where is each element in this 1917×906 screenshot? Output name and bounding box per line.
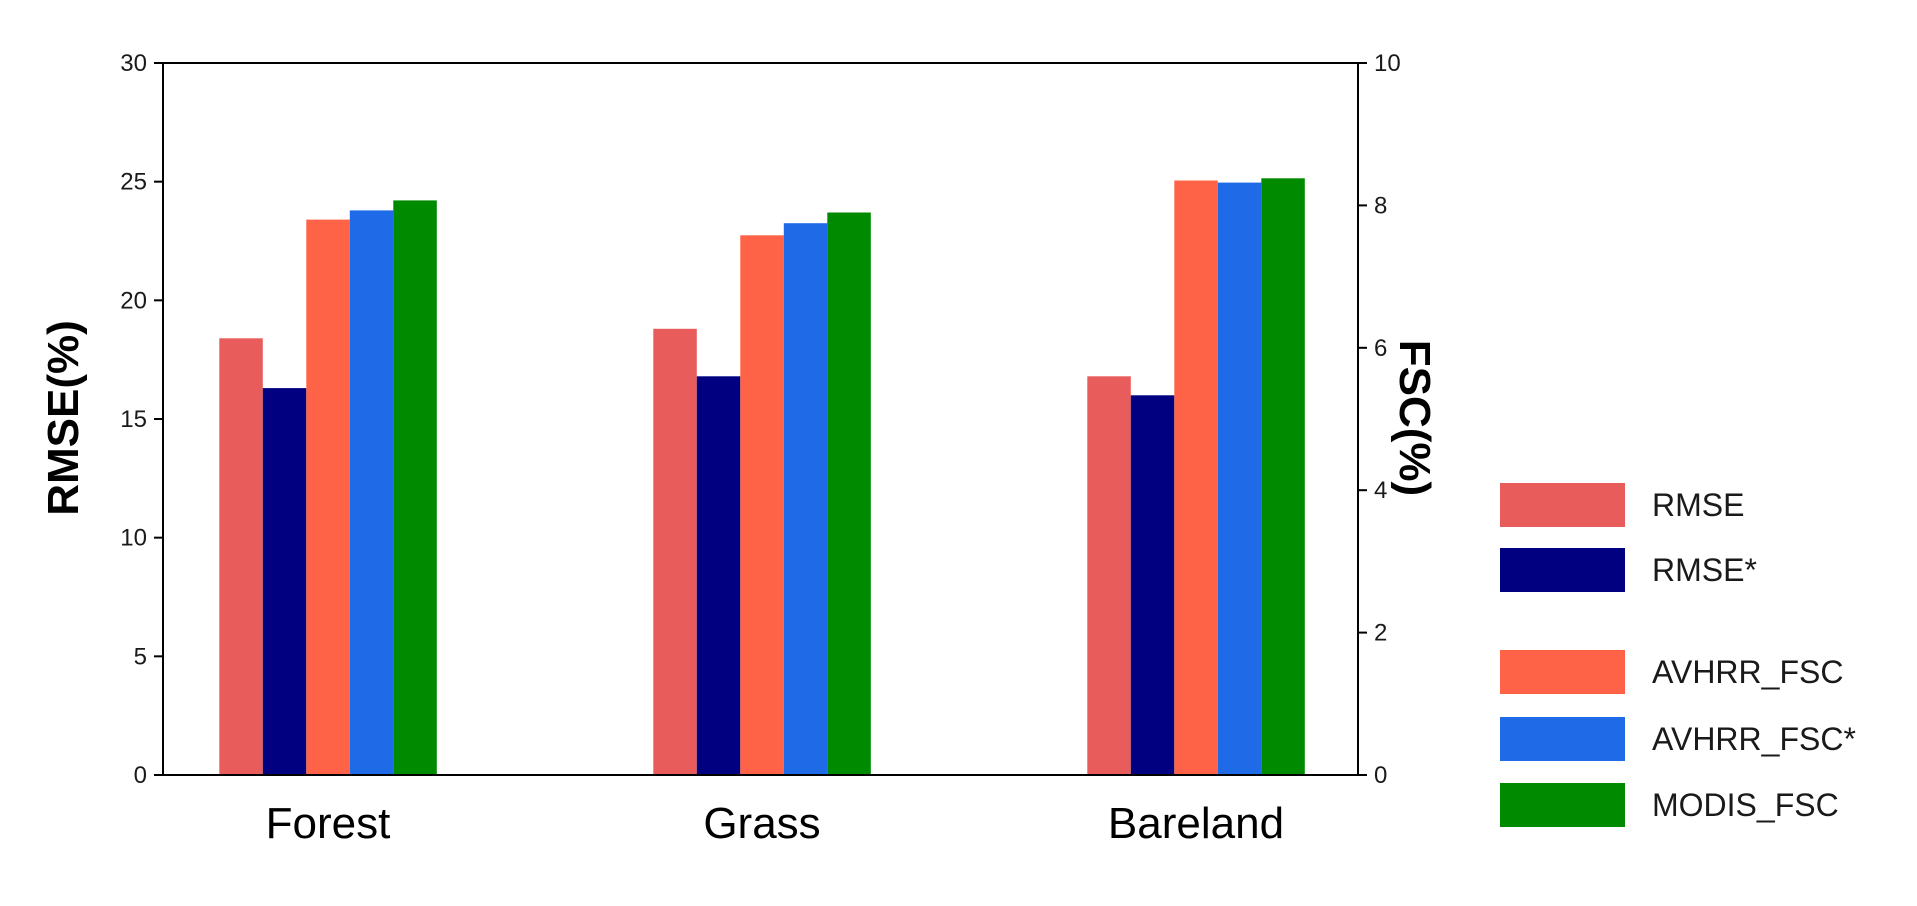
bar-rmse--forest — [262, 388, 307, 775]
legend-label: AVHRR_FSC* — [1652, 721, 1856, 757]
right-tick-label: 8 — [1374, 192, 1387, 219]
legend-label: RMSE — [1652, 487, 1744, 523]
legend-swatch-rmse- — [1500, 548, 1625, 592]
bar-rmse-bareland — [1087, 376, 1131, 775]
left-tick-label: 15 — [120, 406, 147, 433]
category-label-grass: Grass — [703, 799, 820, 848]
bar-avhrr-fsc-bareland — [1174, 180, 1218, 775]
bar-avhrr-fsc--bareland — [1217, 182, 1262, 776]
left-tick-label: 10 — [120, 525, 147, 552]
legend-swatch-avhrr-fsc- — [1500, 717, 1625, 761]
bar-avhrr-fsc--grass — [783, 223, 828, 775]
left-tick-label: 20 — [120, 287, 147, 314]
bar-rmse--grass — [696, 376, 741, 775]
bar-avhrr-fsc--forest — [349, 210, 394, 775]
left-tick-label: 25 — [120, 169, 147, 196]
right-tick-label: 2 — [1374, 620, 1387, 647]
right-axis-title: FSC(%) — [1390, 340, 1439, 496]
bar-rmse-grass — [653, 328, 697, 775]
left-tick-label: 30 — [120, 50, 147, 77]
bar-modis-fsc-bareland — [1261, 178, 1305, 776]
legend-label: AVHRR_FSC — [1652, 654, 1843, 690]
bar-rmse--bareland — [1130, 395, 1175, 775]
bar-modis-fsc-forest — [393, 200, 437, 775]
legend-swatch-rmse — [1500, 483, 1625, 527]
category-label-forest: Forest — [266, 799, 391, 848]
right-tick-label: 0 — [1374, 762, 1387, 789]
right-tick-label: 4 — [1374, 477, 1387, 504]
legend: RMSE RMSE* AVHRR_FSC AVHRR_FSC* MODIS_FSC — [1500, 483, 1856, 827]
legend-swatch-avhrr-fsc — [1500, 650, 1625, 694]
left-axis-title: RMSE(%) — [39, 320, 88, 516]
bar-avhrr-fsc-grass — [740, 235, 784, 776]
left-tick-label: 0 — [134, 762, 147, 789]
category-labels: Forest Grass Bareland — [266, 799, 1284, 848]
legend-label: RMSE* — [1652, 552, 1757, 588]
left-axis-ticks: 0 5 10 15 20 25 30 — [120, 50, 163, 789]
left-tick-label: 5 — [134, 643, 147, 670]
right-axis-ticks: 0 2 4 6 8 10 — [1358, 50, 1401, 789]
category-label-bareland: Bareland — [1108, 799, 1284, 848]
bar-modis-fsc-grass — [827, 212, 871, 775]
legend-label: MODIS_FSC — [1652, 787, 1839, 823]
bar-avhrr-fsc-forest — [306, 219, 350, 776]
legend-swatch-modis-fsc — [1500, 783, 1625, 827]
bar-rmse-forest — [219, 338, 263, 775]
right-tick-label: 6 — [1374, 335, 1387, 362]
bars-group — [219, 178, 1305, 776]
right-tick-label: 10 — [1374, 50, 1401, 77]
